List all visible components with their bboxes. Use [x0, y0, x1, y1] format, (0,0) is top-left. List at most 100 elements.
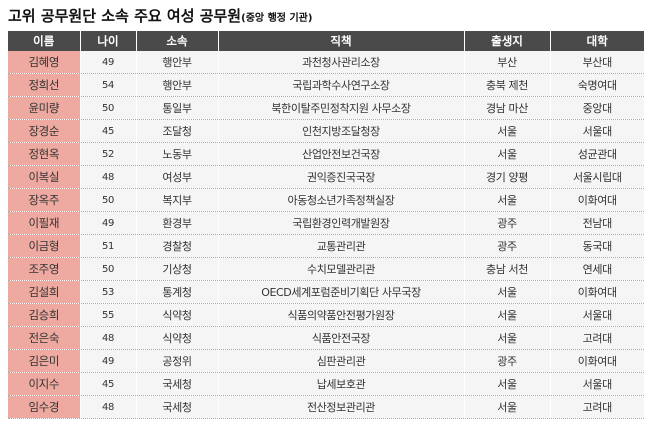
- university-cell: 고려대: [550, 395, 644, 419]
- age-cell: 49: [80, 211, 137, 235]
- affiliation-cell: 국세청: [136, 372, 219, 396]
- position-cell: 납세보호관: [218, 372, 465, 396]
- table-row: 장옥주 50 복지부 아동청소년가족정책실장 서울 이화여대: [8, 188, 644, 212]
- header-university: 대학: [550, 31, 644, 51]
- birthplace-cell: 서울: [464, 188, 551, 212]
- birthplace-cell: 충북 제천: [464, 73, 551, 97]
- age-cell: 45: [80, 372, 137, 396]
- header-age: 나이: [80, 31, 137, 51]
- affiliation-cell: 통일부: [136, 96, 219, 120]
- table-row: 장경순 45 조달청 인천지방조달청장 서울 서울대: [8, 119, 644, 143]
- name-cell: 정희선: [8, 73, 81, 97]
- affiliation-cell: 통계청: [136, 280, 219, 304]
- university-cell: 이화여대: [550, 349, 644, 373]
- age-cell: 53: [80, 280, 137, 304]
- birthplace-cell: 서울: [464, 303, 551, 327]
- birthplace-cell: 서울: [464, 142, 551, 166]
- age-cell: 49: [80, 349, 137, 373]
- age-cell: 50: [80, 188, 137, 212]
- age-cell: 52: [80, 142, 137, 166]
- affiliation-cell: 행안부: [136, 51, 219, 74]
- name-cell: 조주영: [8, 257, 81, 281]
- university-cell: 동국대: [550, 234, 644, 258]
- name-cell: 전은숙: [8, 326, 81, 350]
- birthplace-cell: 광주: [464, 211, 551, 235]
- table-row: 정현옥 52 노동부 산업안전보건국장 서울 성균관대: [8, 142, 644, 166]
- university-cell: 부산대: [550, 51, 644, 74]
- age-cell: 48: [80, 165, 137, 189]
- birthplace-cell: 충남 서천: [464, 257, 551, 281]
- birthplace-cell: 서울: [464, 280, 551, 304]
- birthplace-cell: 서울: [464, 372, 551, 396]
- name-cell: 김설희: [8, 280, 81, 304]
- university-cell: 이화여대: [550, 280, 644, 304]
- birthplace-cell: 광주: [464, 349, 551, 373]
- age-cell: 45: [80, 119, 137, 143]
- header-position: 직책: [218, 31, 465, 51]
- affiliation-cell: 국세청: [136, 395, 219, 419]
- affiliation-cell: 경찰청: [136, 234, 219, 258]
- birthplace-cell: 경기 양평: [464, 165, 551, 189]
- university-cell: 서울대: [550, 303, 644, 327]
- table-row: 이필재 49 환경부 국립환경인력개발원장 광주 전남대: [8, 211, 644, 235]
- name-cell: 이금형: [8, 234, 81, 258]
- university-cell: 중앙대: [550, 96, 644, 120]
- name-cell: 장경순: [8, 119, 81, 143]
- table-row: 이금형 51 경찰청 교통관리관 광주 동국대: [8, 234, 644, 258]
- age-cell: 49: [80, 51, 137, 74]
- birthplace-cell: 서울: [464, 395, 551, 419]
- name-cell: 정현옥: [8, 142, 81, 166]
- table-row: 이복실 48 여성부 권익증진국국장 경기 양평 서울시립대: [8, 165, 644, 189]
- age-cell: 48: [80, 395, 137, 419]
- subtitle-text: (중앙 행정 기관): [241, 13, 313, 24]
- university-cell: 서울대: [550, 119, 644, 143]
- table-row: 윤미량 50 통일부 북한이탈주민정착지원 사무소장 경남 마산 중앙대: [8, 96, 644, 120]
- name-cell: 이지수: [8, 372, 81, 396]
- table-row: 조주영 50 기상청 수치모델관리관 충남 서천 연세대: [8, 257, 644, 281]
- header-name: 이름: [8, 31, 81, 51]
- position-cell: 교통관리관: [218, 234, 465, 258]
- position-cell: 식품안전국장: [218, 326, 465, 350]
- table-row: 정희선 54 행안부 국립과학수사연구소장 충북 제천 숙명여대: [8, 73, 644, 97]
- position-cell: 아동청소년가족정책실장: [218, 188, 465, 212]
- university-cell: 연세대: [550, 257, 644, 281]
- age-cell: 50: [80, 96, 137, 120]
- header-row: 이름 나이 소속 직책 출생지 대학: [8, 31, 644, 51]
- university-cell: 숙명여대: [550, 73, 644, 97]
- birthplace-cell: 서울: [464, 119, 551, 143]
- age-cell: 54: [80, 73, 137, 97]
- affiliation-cell: 노동부: [136, 142, 219, 166]
- header-affiliation: 소속: [136, 31, 219, 51]
- name-cell: 김혜영: [8, 51, 81, 74]
- position-cell: 권익증진국국장: [218, 165, 465, 189]
- name-cell: 임수경: [8, 395, 81, 419]
- name-cell: 이필재: [8, 211, 81, 235]
- university-cell: 고려대: [550, 326, 644, 350]
- position-cell: 국립과학수사연구소장: [218, 73, 465, 97]
- position-cell: 식품의약품안전평가원장: [218, 303, 465, 327]
- affiliation-cell: 식약청: [136, 326, 219, 350]
- name-cell: 윤미량: [8, 96, 81, 120]
- table-row: 전은숙 48 식약청 식품안전국장 서울 고려대: [8, 326, 644, 350]
- name-cell: 김승희: [8, 303, 81, 327]
- title-text: 고위 공무원단 소속 주요 여성 공무원: [8, 7, 242, 25]
- affiliation-cell: 조달청: [136, 119, 219, 143]
- birthplace-cell: 부산: [464, 51, 551, 74]
- university-cell: 전남대: [550, 211, 644, 235]
- position-cell: 인천지방조달청장: [218, 119, 465, 143]
- affiliation-cell: 식약청: [136, 303, 219, 327]
- age-cell: 50: [80, 257, 137, 281]
- table-row: 김승희 55 식약청 식품의약품안전평가원장 서울 서울대: [8, 303, 644, 327]
- position-cell: 심판관리관: [218, 349, 465, 373]
- university-cell: 성균관대: [550, 142, 644, 166]
- affiliation-cell: 여성부: [136, 165, 219, 189]
- university-cell: 서울대: [550, 372, 644, 396]
- position-cell: 수치모델관리관: [218, 257, 465, 281]
- birthplace-cell: 경남 마산: [464, 96, 551, 120]
- table-row: 김설희 53 통계청 OECD세계포럼준비기획단 사무국장 서울 이화여대: [8, 280, 644, 304]
- table-row: 이지수 45 국세청 납세보호관 서울 서울대: [8, 372, 644, 396]
- age-cell: 55: [80, 303, 137, 327]
- age-cell: 51: [80, 234, 137, 258]
- position-cell: 북한이탈주민정착지원 사무소장: [218, 96, 465, 120]
- affiliation-cell: 기상청: [136, 257, 219, 281]
